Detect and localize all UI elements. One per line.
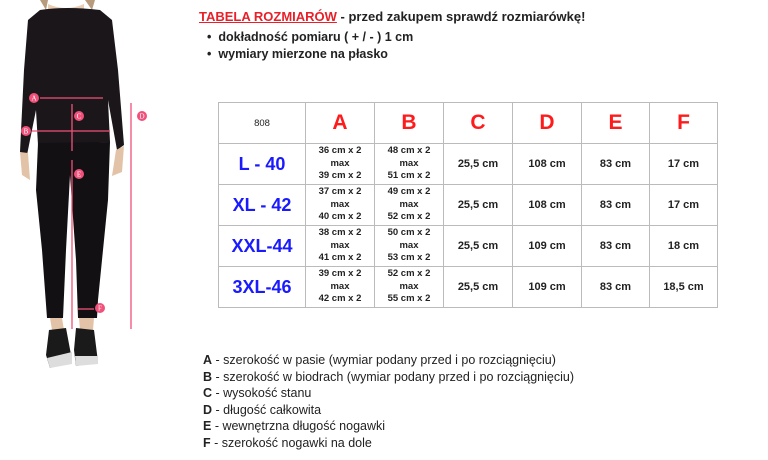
cell-line: 42 cm x 2 xyxy=(318,293,362,305)
cell-line: max xyxy=(399,239,419,251)
model-measurement-figure: A B C D E F xyxy=(20,0,147,368)
legend-key: F xyxy=(203,435,211,450)
column-header-d: D xyxy=(512,102,582,144)
legend-text: - szerokość w biodrach (wymiar podany pr… xyxy=(212,369,575,384)
cell-line: 39 cm x 2 xyxy=(318,170,362,182)
note-item: dokładność pomiaru ( + / - ) 1 cm xyxy=(207,29,413,46)
measurement-cell-e: 83 cm xyxy=(581,266,650,308)
legend-key: C xyxy=(203,386,213,401)
legend-key: E xyxy=(203,419,212,434)
label-a: A xyxy=(31,95,36,103)
cell-line: 36 cm x 2 xyxy=(318,145,362,157)
cell-line: 40 cm x 2 xyxy=(318,211,362,223)
table-row: XXL-44 38 cm x 2 max 41 cm x 2 50 cm x 2 max 5… xyxy=(218,225,718,267)
label-e: E xyxy=(77,171,81,179)
legend-text: - długość całkowita xyxy=(212,402,322,417)
measurement-cell-d: 109 cm xyxy=(512,225,582,267)
legend-item: D - długość całkowita xyxy=(203,402,574,419)
legend-key: B xyxy=(203,369,213,384)
measurement-cell-f: 18 cm xyxy=(649,225,718,267)
cell-line: 51 cm x 2 xyxy=(387,170,431,182)
size-table: 808 A B C D E F L - 40 36 cm x 2 max 39 cm … xyxy=(218,102,718,308)
column-header-e: E xyxy=(581,102,650,144)
measurement-cell-c: 25,5 cm xyxy=(443,225,513,267)
cell-line: max xyxy=(399,280,419,292)
label-b: B xyxy=(24,128,29,136)
measurement-cell-a: 38 cm x 2 max 41 cm x 2 xyxy=(305,225,375,267)
column-header-a: A xyxy=(305,102,375,144)
heading-subtitle: - przed zakupem sprawdź rozmiarówkę! xyxy=(336,9,586,24)
cell-line: max xyxy=(399,157,419,169)
size-label: XL - 42 xyxy=(218,184,306,226)
heading-title: TABELA ROZMIARÓW xyxy=(199,9,337,24)
cell-line: 52 cm x 2 xyxy=(387,211,431,223)
measurement-cell-e: 83 cm xyxy=(581,225,650,267)
legend-text: - wysokość stanu xyxy=(212,386,312,401)
legend-item: E - wewnętrzna długość nogawki xyxy=(203,418,574,435)
measurement-cell-b: 49 cm x 2 max 52 cm x 2 xyxy=(374,184,444,226)
measurement-cell-c: 25,5 cm xyxy=(443,143,513,185)
size-label: 3XL-46 xyxy=(218,266,306,308)
measurement-cell-e: 83 cm xyxy=(581,143,650,185)
measurement-cell-a: 37 cm x 2 max 40 cm x 2 xyxy=(305,184,375,226)
note-item: wymiary mierzone na płasko xyxy=(207,46,413,63)
label-f: F xyxy=(98,305,102,313)
cell-line: max xyxy=(330,198,350,210)
legend-key: A xyxy=(203,353,213,367)
measurement-cell-a: 39 cm x 2 max 42 cm x 2 xyxy=(305,266,375,308)
cell-line: 37 cm x 2 xyxy=(318,186,362,198)
product-code: 808 xyxy=(218,102,306,144)
cell-line: 55 cm x 2 xyxy=(387,293,431,305)
legend-item: A - szerokość w pasie (wymiar podany prz… xyxy=(203,352,574,369)
table-row: L - 40 36 cm x 2 max 39 cm x 2 48 cm x 2 max 5… xyxy=(218,143,718,185)
cell-line: max xyxy=(399,198,419,210)
cell-line: 39 cm x 2 xyxy=(318,268,362,280)
measurement-cell-c: 25,5 cm xyxy=(443,184,513,226)
measurement-cell-b: 52 cm x 2 max 55 cm x 2 xyxy=(374,266,444,308)
measurement-cell-f: 18,5 cm xyxy=(649,266,718,308)
size-label: XXL-44 xyxy=(218,225,306,267)
measurement-cell-d: 108 cm xyxy=(512,184,582,226)
cell-line: 49 cm x 2 xyxy=(387,186,431,198)
column-header-f: F xyxy=(649,102,718,144)
table-row: XL - 42 37 cm x 2 max 40 cm x 2 49 cm x 2 max… xyxy=(218,184,718,226)
measurement-cell-b: 50 cm x 2 max 53 cm x 2 xyxy=(374,225,444,267)
legend-item: B - szerokość w biodrach (wymiar podany … xyxy=(203,369,574,386)
legend-key: D xyxy=(203,402,213,417)
cell-line: 50 cm x 2 xyxy=(387,227,431,239)
label-d: D xyxy=(139,113,144,121)
cell-line: 41 cm x 2 xyxy=(318,252,362,264)
measurement-cell-a: 36 cm x 2 max 39 cm x 2 xyxy=(305,143,375,185)
notes-list: dokładność pomiaru ( + / - ) 1 cm wymiar… xyxy=(207,29,413,63)
measurement-cell-d: 108 cm xyxy=(512,143,582,185)
cell-line: 38 cm x 2 xyxy=(318,227,362,239)
column-header-b: B xyxy=(374,102,444,144)
legend-text: - szerokość w pasie (wymiar podany przed… xyxy=(212,353,556,367)
measurement-legend: A - szerokość w pasie (wymiar podany prz… xyxy=(203,352,574,452)
legend-item: F - szerokość nogawki na dole xyxy=(203,435,574,452)
cell-line: max xyxy=(330,239,350,251)
measurement-cell-f: 17 cm xyxy=(649,143,718,185)
size-label: L - 40 xyxy=(218,143,306,185)
legend-item: C - wysokość stanu xyxy=(203,385,574,402)
measurement-cell-f: 17 cm xyxy=(649,184,718,226)
legend-text: - wewnętrzna długość nogawki xyxy=(211,419,386,434)
measurement-cell-b: 48 cm x 2 max 51 cm x 2 xyxy=(374,143,444,185)
cell-line: 53 cm x 2 xyxy=(387,252,431,264)
measurement-cell-e: 83 cm xyxy=(581,184,650,226)
cell-line: max xyxy=(330,157,350,169)
model-silhouette xyxy=(20,0,124,368)
measurement-cell-d: 109 cm xyxy=(512,266,582,308)
legend-text: - szerokość nogawki na dole xyxy=(210,435,372,450)
cell-line: 48 cm x 2 xyxy=(387,145,431,157)
table-row: 3XL-46 39 cm x 2 max 42 cm x 2 52 cm x 2 max 5… xyxy=(218,266,718,308)
label-c: C xyxy=(77,113,82,121)
measurement-cell-c: 25,5 cm xyxy=(443,266,513,308)
table-header-row: 808 A B C D E F xyxy=(218,102,718,144)
cell-line: max xyxy=(330,280,350,292)
column-header-c: C xyxy=(443,102,513,144)
cell-line: 52 cm x 2 xyxy=(387,268,431,280)
measurement-arrows xyxy=(32,97,132,329)
page-heading: TABELA ROZMIARÓW - przed zakupem sprawdź… xyxy=(199,9,585,24)
